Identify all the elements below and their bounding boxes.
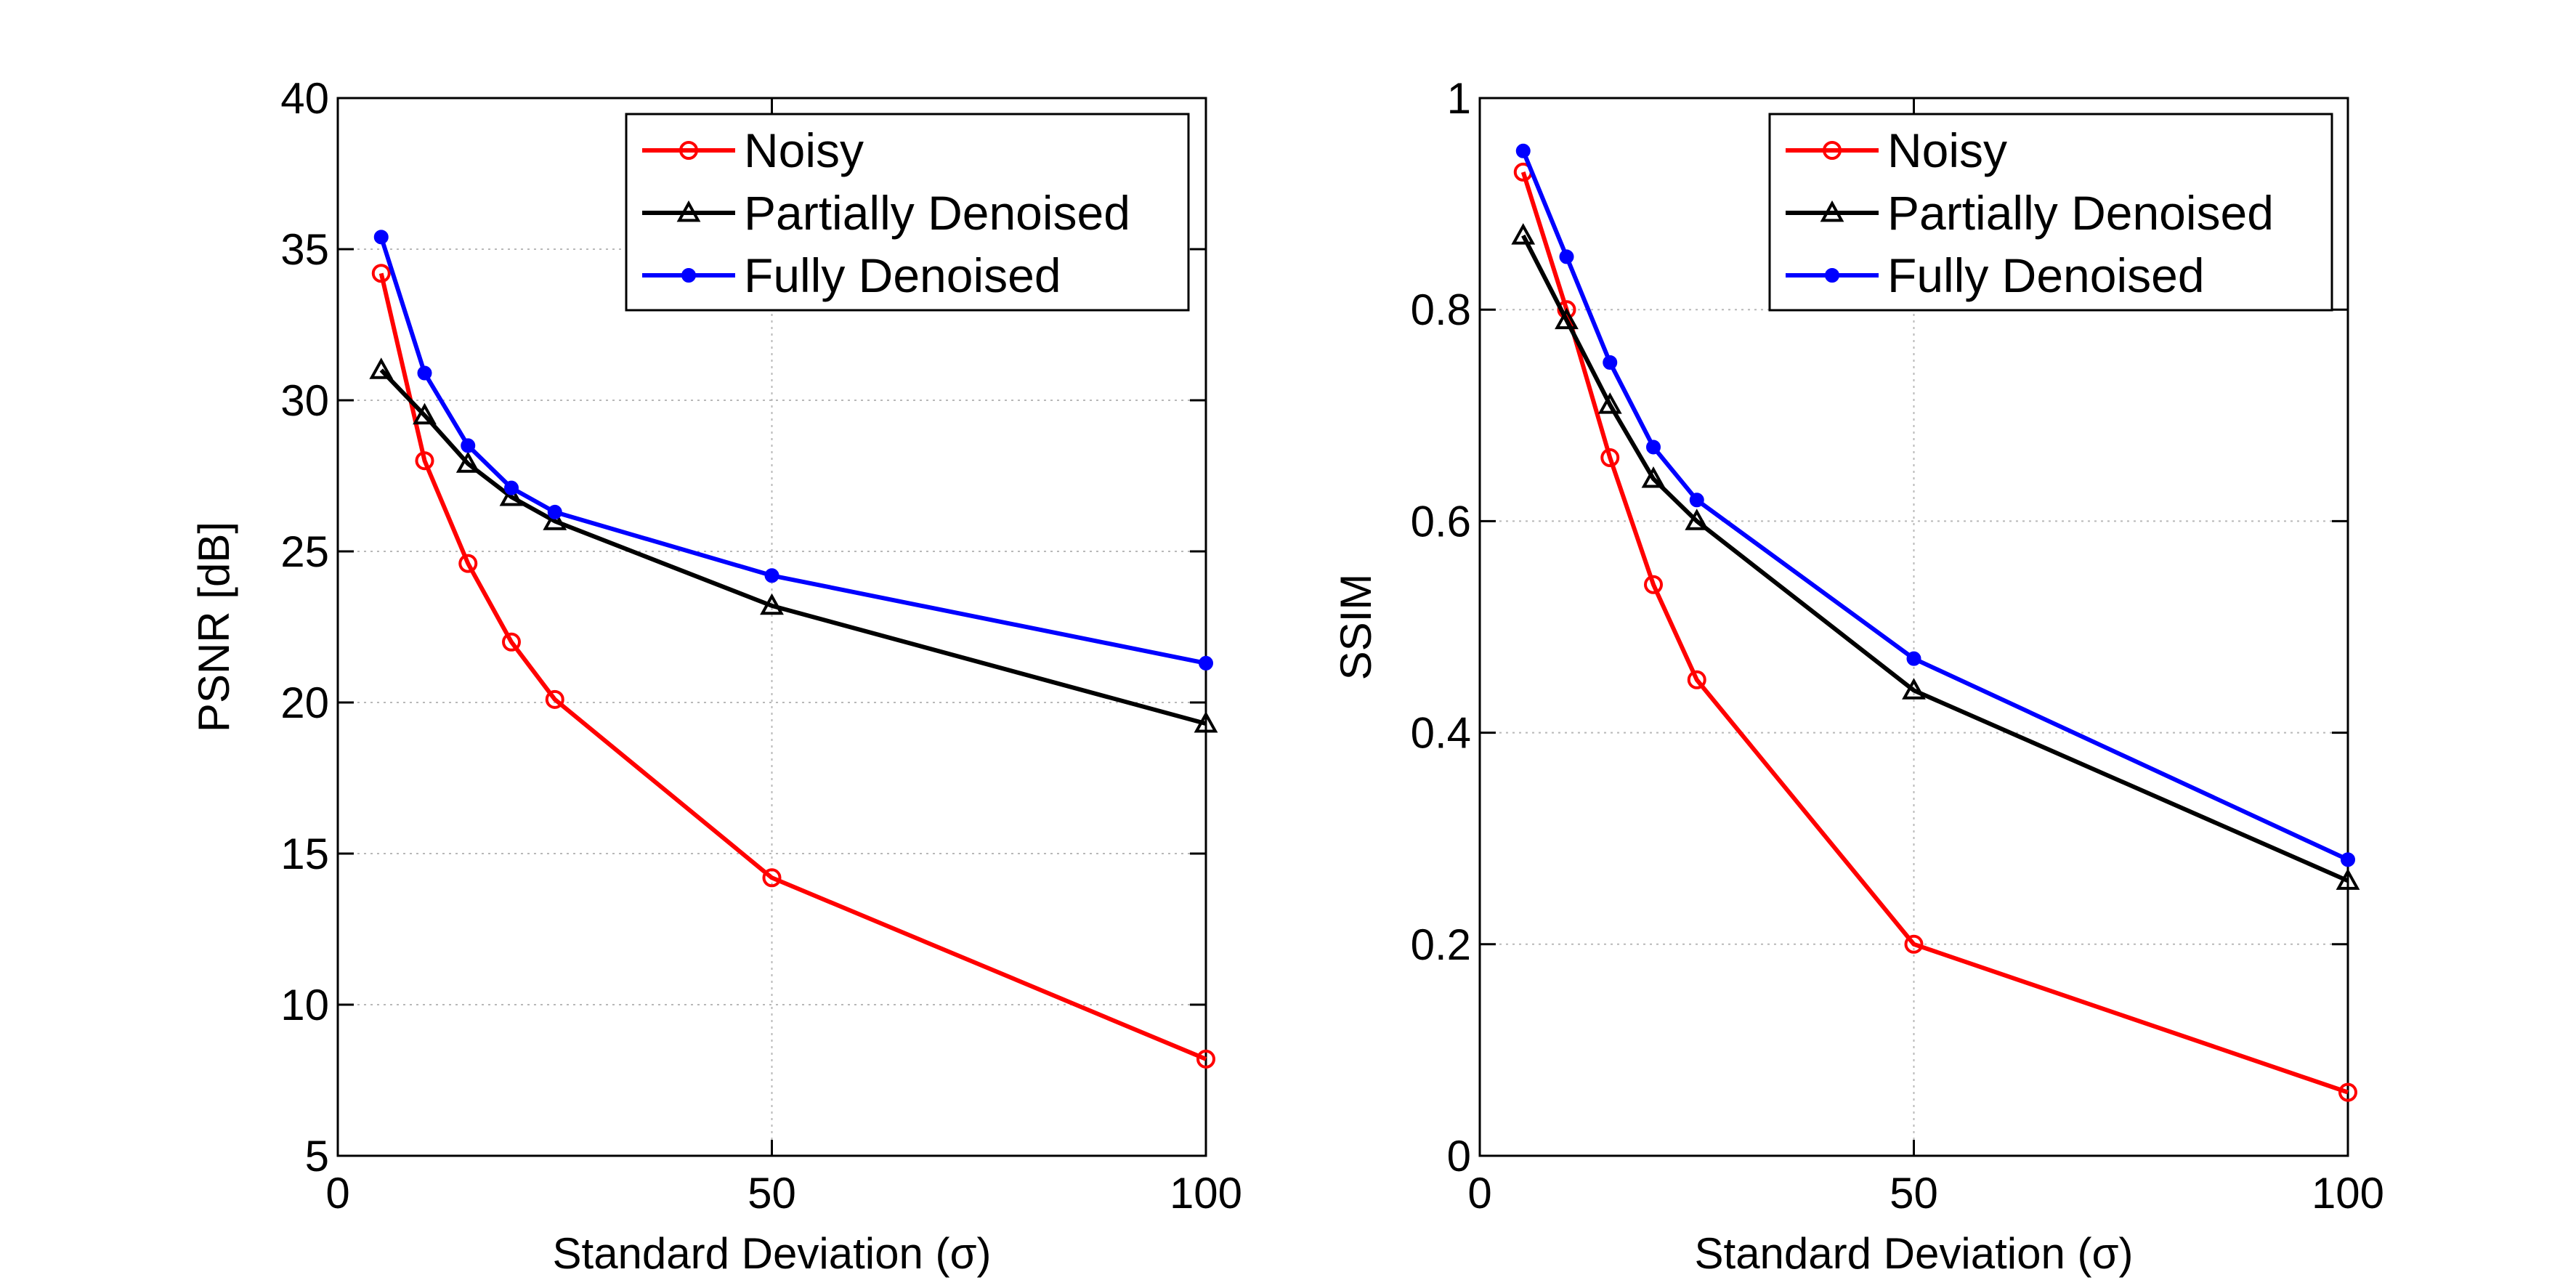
series-partially-denoised [369, 357, 1218, 733]
data-point [2341, 852, 2355, 867]
legend-marker [681, 268, 696, 283]
y-tick-label: 40 [280, 74, 329, 123]
x-tick-label: 100 [1170, 1169, 1242, 1218]
series-line [378, 272, 1207, 1061]
data-point [1689, 493, 1704, 508]
y-tick-label: 20 [280, 679, 329, 727]
data-point [1597, 392, 1622, 414]
x-tick-label: 50 [1890, 1169, 1938, 1218]
data-point [1641, 466, 1666, 488]
y-tick-label: 25 [280, 527, 329, 576]
data-point [1515, 143, 1531, 158]
y-tick-label: 30 [280, 376, 329, 425]
legend-marker [679, 141, 698, 160]
legend-label: Noisy [1887, 123, 2007, 177]
data-point [1559, 249, 1574, 264]
data-point [417, 365, 432, 381]
data-point [760, 593, 784, 615]
data-point [547, 504, 562, 519]
x-tick-label: 0 [1467, 1169, 1491, 1218]
series-partially-denoised [1511, 223, 2360, 890]
y-tick-label: 0 [1447, 1132, 1471, 1180]
y-axis-label: PSNR [dB] [190, 522, 238, 732]
data-point [1199, 655, 1213, 671]
data-point [762, 868, 782, 888]
legend-label: Fully Denoised [1887, 248, 2205, 302]
data-point [455, 451, 480, 473]
data-point [545, 689, 564, 709]
data-point [499, 485, 524, 506]
data-point [458, 554, 478, 573]
series-line [1521, 234, 2349, 883]
data-point [413, 402, 437, 425]
axes-frame [1478, 97, 2349, 1157]
data-point [543, 509, 567, 530]
grid [338, 98, 1206, 1156]
data-point [1511, 223, 1536, 245]
x-axis-label: Standard Deviation (σ) [553, 1229, 992, 1278]
data-point [1904, 934, 1924, 954]
data-point [1194, 711, 1218, 733]
data-point [1685, 509, 1709, 530]
data-point [502, 632, 521, 652]
y-tick-label: 5 [305, 1132, 329, 1180]
legend-marker [676, 200, 701, 222]
legend: Noisy Partially Denoised Fully Denoised [1768, 113, 2333, 312]
series-fully-denoised [373, 230, 1213, 671]
x-tick-label: 0 [325, 1169, 349, 1218]
grid [1480, 98, 2348, 1156]
data-point [1902, 678, 1926, 700]
y-tick-label: 35 [280, 225, 329, 274]
data-point [415, 451, 434, 471]
series-line [379, 368, 1207, 726]
y-tick-label: 1 [1447, 74, 1471, 123]
data-point [369, 357, 394, 379]
data-point [373, 230, 389, 245]
data-point [2336, 868, 2360, 890]
legend-marker [1820, 200, 1844, 222]
legend-marker [1825, 268, 1839, 283]
legend-label: Partially Denoised [744, 186, 1130, 240]
chart-2: 0 50 100 0 0.2 0.4 0.6 0.8 1 Standard Deviation (… [1332, 74, 2384, 1278]
data-point [371, 264, 391, 283]
y-tick-label: 15 [280, 830, 329, 878]
data-point [1906, 651, 1921, 666]
y-tick-label: 0.6 [1411, 497, 1471, 546]
axes-frame [336, 97, 1207, 1157]
legend-label: Partially Denoised [1887, 186, 2274, 240]
data-point [1603, 355, 1618, 370]
y-tick-label: 0.2 [1411, 920, 1471, 969]
legend-marker [1823, 141, 1842, 160]
data-point [1600, 448, 1620, 468]
legend: Noisy Partially Denoised Fully Denoised [625, 113, 1190, 312]
x-tick-label: 100 [2312, 1169, 2384, 1218]
x-axis-label: Standard Deviation (σ) [1695, 1229, 2134, 1278]
data-point [2338, 1082, 2357, 1102]
y-tick-label: 0.8 [1411, 285, 1471, 334]
data-point [1196, 1049, 1215, 1069]
y-tick-label: 10 [280, 981, 329, 1029]
chart-1: 0 50 100 5 10 15 20 25 30 35 40 Standard Deviation … [190, 74, 1242, 1278]
data-point [504, 480, 519, 495]
y-tick-label: 0.4 [1411, 709, 1471, 758]
data-point [461, 438, 476, 453]
data-point [1646, 440, 1661, 455]
x-tick-label: 50 [748, 1169, 796, 1218]
y-axis-label: SSIM [1332, 574, 1380, 681]
legend-label: Fully Denoised [744, 248, 1061, 302]
data-point [1687, 670, 1706, 689]
data-point [1555, 307, 1579, 330]
series-fully-denoised [1515, 143, 2355, 867]
data-point [764, 568, 779, 583]
data-point [1644, 575, 1663, 594]
series-noisy [371, 264, 1215, 1069]
legend-label: Noisy [744, 123, 864, 177]
